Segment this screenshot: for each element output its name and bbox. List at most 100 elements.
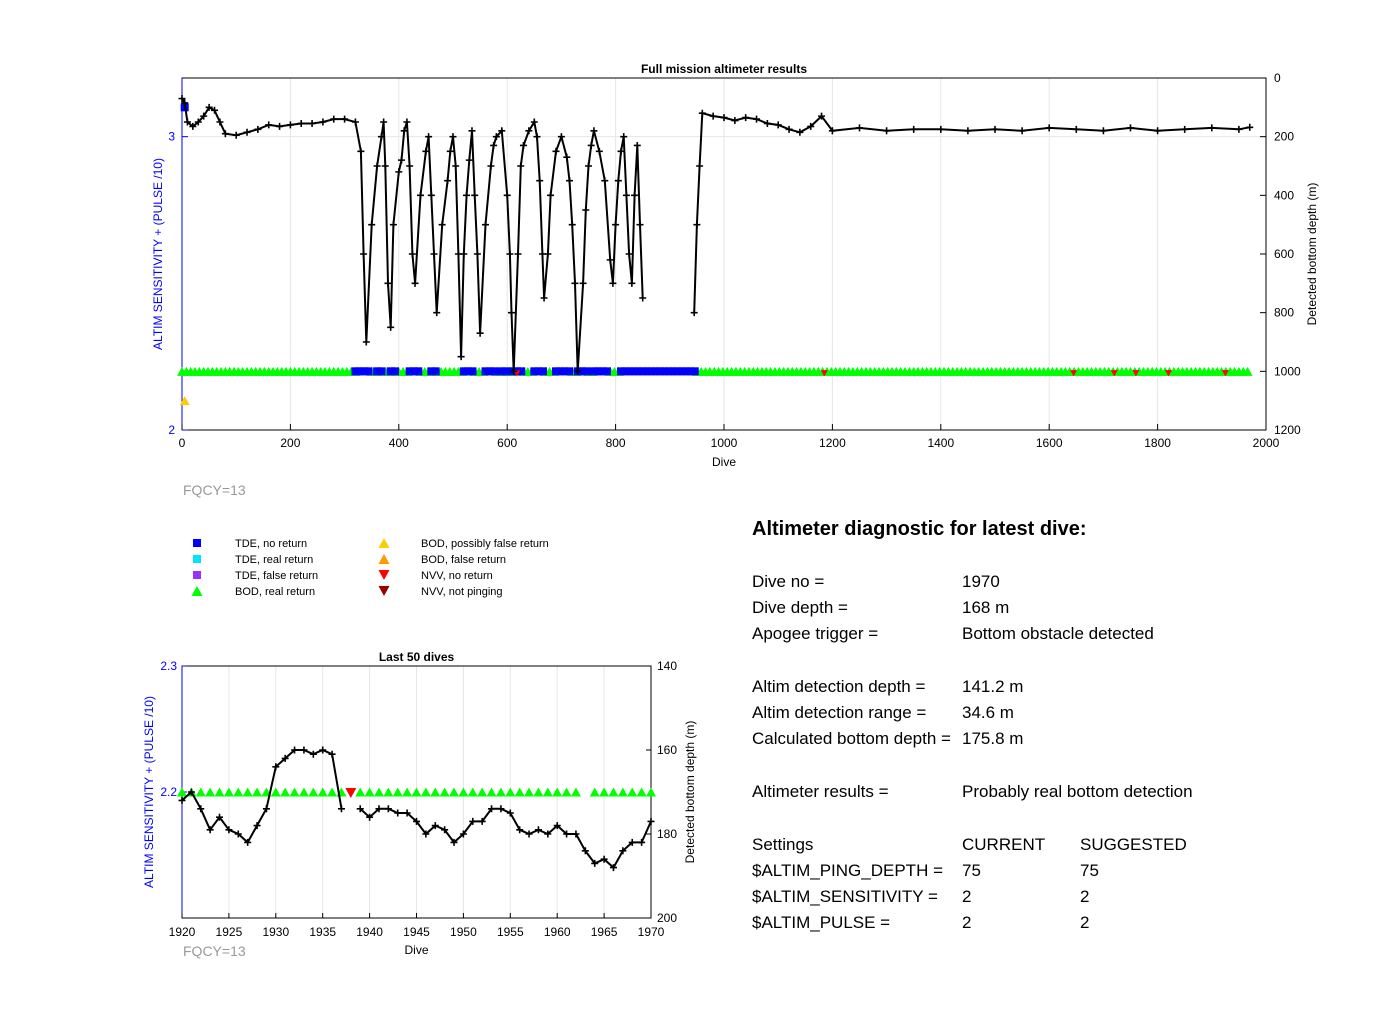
nvv-marker	[1110, 370, 1118, 377]
x-tick-label: 1925	[216, 925, 243, 939]
last50-depth-point	[609, 864, 617, 872]
last50-depth-point	[272, 763, 280, 771]
bod-marker	[439, 787, 450, 797]
last50-depth-point	[356, 805, 364, 813]
y-right-tick-label: 140	[657, 659, 677, 673]
y-right-tick-label: 200	[657, 911, 677, 925]
bod-marker	[561, 787, 572, 797]
last50-depth-point	[206, 826, 214, 834]
sensitivity-row: $ALTIM_SENSITIVITY = 2 2	[752, 884, 1352, 910]
bottom-depth-point	[612, 221, 620, 229]
bottom-depth-point	[200, 112, 208, 120]
last50-depth-point	[534, 826, 542, 834]
tde-marker	[377, 367, 386, 376]
legend-label: TDE, real return	[235, 554, 313, 566]
last50-depth-point	[178, 796, 186, 804]
bod-marker	[486, 787, 497, 797]
tde-marker	[634, 367, 643, 376]
tde-marker	[598, 367, 607, 376]
bottom-depth-point	[457, 353, 465, 361]
altim-range-row: Altim detection range = 34.6 m	[752, 700, 1352, 726]
last50-depth-point	[291, 746, 299, 754]
bod-marker	[195, 787, 206, 797]
pulse-row: $ALTIM_PULSE = 2 2	[752, 910, 1352, 936]
bottom-depth-point	[514, 250, 522, 258]
tde-marker	[386, 367, 395, 376]
bottom-depth-point	[1235, 125, 1243, 133]
bod-marker	[223, 787, 234, 797]
ping-depth-label: $ALTIM_PING_DEPTH =	[752, 861, 943, 880]
tde-marker	[530, 367, 539, 376]
last50-depth-point	[300, 746, 308, 754]
last50-depth-point	[600, 855, 608, 863]
bottom-depth-point	[452, 162, 460, 170]
last50-depth-point	[216, 813, 224, 821]
sensitivity-suggested: 2	[1080, 887, 1090, 906]
dive-no-row: Dive no = 1970	[752, 569, 1352, 595]
bod-marker	[1242, 366, 1253, 376]
bottom-depth-point	[698, 109, 706, 117]
bottom-depth-point	[574, 367, 582, 375]
bottom-depth-point	[490, 141, 498, 149]
legend-marker	[378, 570, 390, 580]
last50-depth-point	[563, 830, 571, 838]
results-value: Probably real bottom detection	[962, 782, 1193, 801]
tde-marker	[485, 367, 494, 376]
main-x-axis-label: Dive	[712, 455, 736, 469]
bottom-depth-point	[384, 279, 392, 287]
bottom-depth-point	[964, 127, 972, 135]
last50-depth-point	[591, 859, 599, 867]
bod-marker	[570, 787, 581, 797]
tde-marker	[427, 367, 436, 376]
diagnostic-title: Altimeter diagnostic for latest dive:	[752, 518, 1087, 540]
x-tick-label: 1600	[1036, 436, 1063, 450]
bod-marker	[542, 787, 553, 797]
tde-marker	[647, 367, 656, 376]
bottom-depth-point	[425, 133, 433, 141]
bottom-depth-point	[636, 221, 644, 229]
last50-depth-point	[647, 817, 655, 825]
last50-depth-point	[628, 838, 636, 846]
bottom-depth-point	[601, 177, 609, 185]
bod-marker	[280, 787, 291, 797]
dive-depth-label: Dive depth =	[752, 598, 848, 617]
bottom-depth-point	[614, 177, 622, 185]
last50-depth-point	[459, 830, 467, 838]
bod-marker	[364, 787, 375, 797]
bottom-depth-point	[609, 279, 617, 287]
bod-marker	[514, 787, 525, 797]
tde-marker	[577, 367, 586, 376]
dive-no-value: 1970	[962, 572, 1000, 591]
spacer	[752, 805, 1352, 832]
tde-marker	[690, 367, 699, 376]
bottom-depth-point	[380, 118, 388, 126]
nvv-marker	[1070, 370, 1078, 377]
bottom-depth-point	[568, 221, 576, 229]
last50-depth-point	[431, 822, 439, 830]
suggested-header: SUGGESTED	[1080, 835, 1187, 854]
bottom-depth-point	[508, 309, 516, 317]
bottom-depth-point	[620, 133, 628, 141]
tde-marker	[431, 367, 440, 376]
last50-depth-point	[403, 809, 411, 817]
y-left-tick-label: 2.2	[160, 785, 177, 799]
bottom-depth-point	[693, 221, 701, 229]
bottom-depth-point	[582, 206, 590, 214]
tde-marker	[409, 367, 418, 376]
bottom-depth-point	[178, 95, 186, 103]
legend-label: BOD, false return	[421, 554, 506, 566]
bottom-depth-point	[628, 279, 636, 287]
bottom-depth-point	[1018, 127, 1026, 135]
last50-depth-point	[525, 830, 533, 838]
bottom-depth-point	[540, 294, 548, 302]
last50-depth-point	[497, 805, 505, 813]
bottom-depth-point	[377, 133, 385, 141]
bottom-depth-point	[400, 127, 408, 135]
calc-bottom-value: 175.8 m	[962, 729, 1024, 748]
last50-depth-point	[253, 822, 261, 830]
bottom-depth-point	[398, 156, 406, 164]
x-tick-label: 1000	[711, 436, 738, 450]
bottom-depth-point	[585, 162, 592, 170]
y-right-tick-label: 800	[1274, 306, 1294, 320]
bottom-depth-point	[373, 162, 381, 170]
